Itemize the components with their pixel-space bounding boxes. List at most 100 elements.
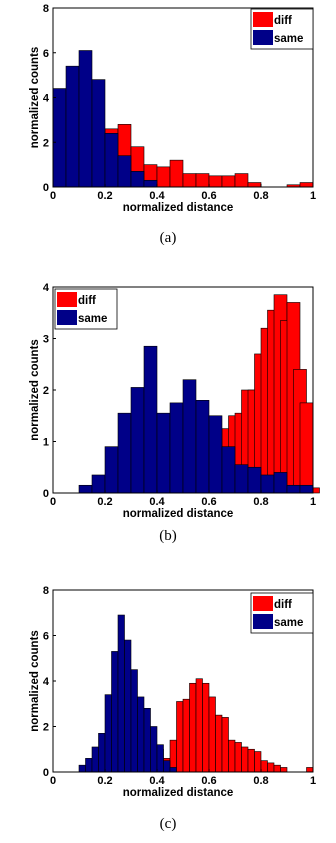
bar-same <box>286 484 301 494</box>
legend: diff same <box>54 288 118 330</box>
caption-b: (b) <box>159 528 177 544</box>
bar-diff <box>208 175 223 188</box>
histogram-chart-b: 0 0.2 0.4 0.6 0.8 1 0 1 2 3 4 normalized distance no… <box>29 282 320 520</box>
bar-diff <box>189 682 197 773</box>
bar-same <box>78 764 86 773</box>
bar-same <box>156 412 171 494</box>
y-tick-label: 1 <box>43 437 49 449</box>
x-tick-label: 0.4 <box>149 496 165 508</box>
y-tick-label: 2 <box>43 137 49 149</box>
bar-same <box>91 79 106 188</box>
histogram-panel-c: 0 0.2 0.4 0.6 0.8 1 0 2 4 6 8 normalized distance no… <box>0 576 336 843</box>
bar-same <box>117 155 132 188</box>
legend-label-same: same <box>78 313 107 325</box>
bar-diff <box>176 701 184 773</box>
x-axis-label: normalized distance <box>123 202 234 214</box>
x-tick-label: 0 <box>50 190 56 202</box>
bar-diff <box>169 159 184 188</box>
y-tick-label: 0 <box>43 488 49 500</box>
bar-diff <box>306 767 314 773</box>
bar-diff <box>299 182 314 188</box>
histogram-panel-a: 0 0.2 0.4 0.6 0.8 1 0 2 4 6 8 normalized distance no… <box>0 0 336 248</box>
legend-label-same: same <box>274 33 303 45</box>
bar-same <box>143 708 151 773</box>
y-tick-label: 4 <box>43 93 50 105</box>
bar-same <box>273 472 288 494</box>
caption-a: (a) <box>159 230 177 246</box>
bar-diff <box>156 166 171 188</box>
bar-diff <box>195 173 210 188</box>
bar-same <box>91 474 106 494</box>
bar-same <box>182 379 197 494</box>
bar-diff <box>234 173 249 188</box>
y-tick-label: 0 <box>43 182 49 194</box>
series-same <box>78 614 177 773</box>
bar-same <box>156 744 164 773</box>
bar-diff <box>273 764 281 773</box>
bar-same <box>85 758 93 773</box>
y-axis-label: normalized counts <box>29 339 41 441</box>
y-tick-label: 6 <box>43 631 49 643</box>
y-tick-label: 8 <box>43 585 49 597</box>
legend: diff same <box>250 592 314 634</box>
x-tick-label: 1 <box>310 496 316 508</box>
bar-same <box>169 402 184 494</box>
bar-same <box>124 639 132 773</box>
bar-same <box>91 746 99 773</box>
bar-diff <box>221 175 236 188</box>
caption-c: (c) <box>159 816 177 832</box>
bar-diff <box>247 748 255 773</box>
bar-same <box>104 133 119 188</box>
x-tick-label: 0 <box>50 496 56 508</box>
x-tick-label: 1 <box>310 190 316 202</box>
histogram-chart-c: 0 0.2 0.4 0.6 0.8 1 0 2 4 6 8 normalized distance no… <box>29 585 316 799</box>
x-tick-label: 0 <box>50 775 56 787</box>
bar-diff <box>208 696 216 773</box>
legend-label-diff: diff <box>274 15 292 27</box>
bar-diff <box>182 698 190 773</box>
bar-same <box>130 669 138 773</box>
x-tick-label: 0.2 <box>97 775 112 787</box>
bar-same <box>247 466 262 494</box>
x-tick-label: 0.8 <box>253 190 268 202</box>
y-tick-label: 3 <box>43 334 49 346</box>
bar-same <box>143 345 158 494</box>
histogram-panel-b: 0 0.2 0.4 0.6 0.8 1 0 1 2 3 4 normalized distance no… <box>0 282 336 551</box>
y-tick-label: 8 <box>43 3 49 15</box>
bar-same <box>260 474 275 494</box>
bar-same <box>98 733 106 773</box>
bar-same <box>299 484 314 494</box>
bar-same <box>130 387 145 494</box>
bar-same <box>195 400 210 494</box>
bar-same <box>111 651 119 773</box>
bar-diff <box>221 717 229 773</box>
bar-diff <box>247 182 262 188</box>
bar-diff <box>254 751 262 773</box>
y-tick-label: 2 <box>43 722 49 734</box>
series-diff <box>208 294 320 494</box>
bar-same <box>117 614 125 773</box>
bar-same <box>150 726 158 773</box>
bar-same <box>104 694 112 773</box>
x-tick-label: 1 <box>310 775 316 787</box>
bar-diff <box>202 682 210 773</box>
series-same <box>78 345 314 494</box>
bar-same <box>117 412 132 494</box>
x-tick-label: 0.6 <box>201 775 216 787</box>
legend-label-same: same <box>274 617 303 629</box>
x-axis-label: normalized distance <box>123 787 234 799</box>
y-tick-label: 6 <box>43 48 49 60</box>
y-tick-label: 0 <box>43 767 49 779</box>
y-axis-label: normalized counts <box>29 47 41 149</box>
legend-swatch-diff <box>253 596 273 611</box>
legend-swatch-same <box>57 310 77 325</box>
bar-same <box>65 65 80 188</box>
bar-diff <box>228 739 236 773</box>
y-tick-label: 4 <box>43 282 50 294</box>
bar-same <box>163 760 171 773</box>
legend-swatch-same <box>253 30 273 45</box>
bar-same <box>78 484 93 494</box>
bar-same <box>130 171 145 188</box>
y-tick-label: 4 <box>43 676 50 688</box>
x-tick-label: 0.2 <box>97 496 112 508</box>
